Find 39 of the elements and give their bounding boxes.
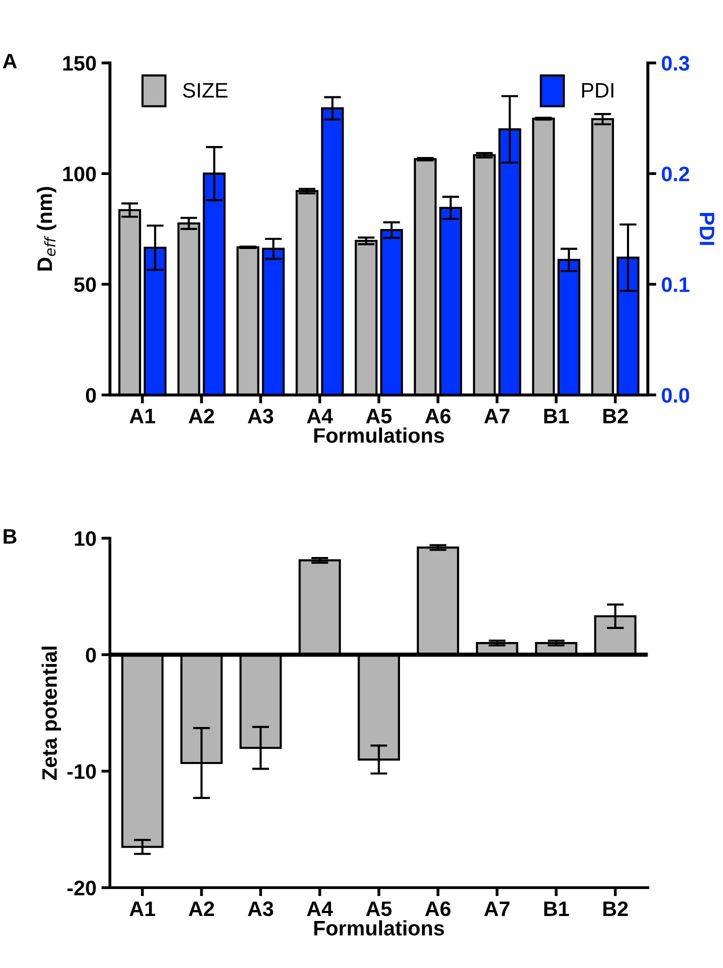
y-tick-label: 50	[74, 277, 96, 292]
y2-tick-label: 0.1	[662, 277, 690, 292]
y2-axis-title: PDI	[700, 212, 714, 245]
y-axis-title: D$_{eff}$ (nm)	[36, 187, 56, 271]
y2-tick-label: 0.0	[662, 388, 690, 403]
x-tick-label: A2	[188, 408, 214, 424]
text: A	[2, 54, 17, 68]
text: B	[4, 529, 16, 544]
y-axis-title: Zeta potential	[42, 646, 62, 780]
x-tick-label: A7	[484, 902, 510, 916]
x-tick-label: A3	[248, 408, 274, 424]
x-tick-label: A4	[306, 902, 333, 916]
y-tick-label: -20	[67, 880, 96, 896]
x-tick-label: A7	[484, 408, 510, 424]
y-tick-label: 10	[74, 531, 96, 546]
x-tick-label: B1	[544, 902, 569, 916]
x-axis-title: Formulations	[314, 920, 444, 936]
y-tick-label: 100	[63, 166, 96, 182]
x-tick-label: A2	[188, 901, 214, 916]
x-axis-title: Formulations	[314, 428, 444, 443]
x-tick-label: B2	[603, 408, 628, 424]
legend-label: PDI	[582, 83, 614, 98]
x-tick-label: A1	[130, 902, 156, 916]
x-tick-label: A1	[130, 408, 156, 424]
legend-label: SIZE	[183, 82, 228, 98]
x-tick-label: B2	[603, 901, 628, 916]
x-tick-label: B1	[544, 408, 569, 424]
x-tick-label: A6	[425, 901, 451, 916]
y-tick-label: 0	[86, 648, 96, 662]
y-tick-label: 0	[86, 388, 96, 403]
x-tick-label: A5	[366, 408, 392, 424]
y-tick-label: -10	[67, 764, 96, 779]
y2-tick-label: 0.2	[662, 166, 690, 182]
x-tick-label: A3	[248, 901, 274, 916]
y-tick-label: 150	[63, 56, 96, 71]
x-tick-label: A4	[306, 408, 333, 424]
y2-tick-label: 0.3	[662, 56, 690, 71]
x-tick-label: A5	[366, 902, 392, 916]
x-tick-label: A6	[425, 408, 451, 424]
